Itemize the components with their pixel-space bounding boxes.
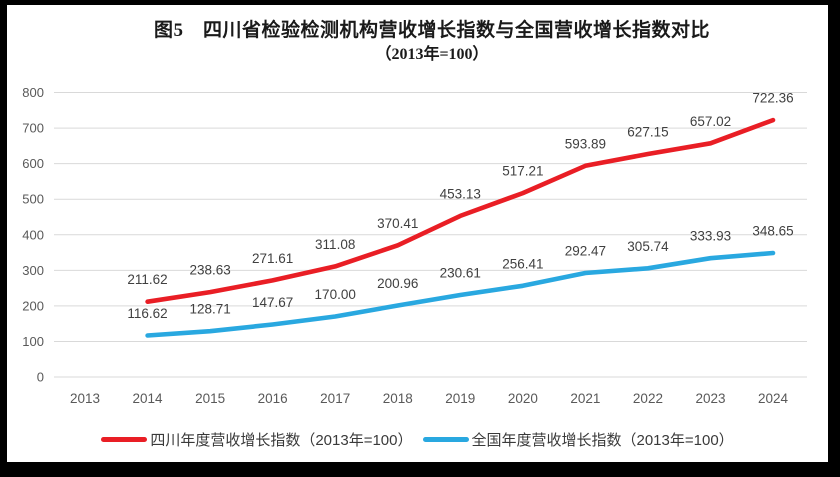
data-label-series1-2014: 116.62: [127, 306, 167, 321]
legend-label: 全国年度营收增长指数（2013年=100）: [471, 432, 734, 449]
data-label-series0-2023: 657.02: [690, 114, 731, 129]
y-axis-tick-600: 600: [22, 156, 44, 171]
chart-canvas: 图5 四川省检验检测机构营收增长指数与全国营收增长指数对比 （2013年=100…: [7, 5, 828, 462]
data-label-series0-2022: 627.15: [627, 124, 668, 139]
data-label-series1-2020: 256.41: [502, 256, 543, 271]
y-axis-tick-700: 700: [22, 121, 44, 136]
y-axis-tick-200: 200: [22, 298, 44, 313]
data-label-series1-2023: 333.93: [690, 229, 731, 244]
chart-title: 图5 四川省检验检测机构营收增长指数与全国营收增长指数对比 （2013年=100…: [47, 18, 817, 66]
data-label-series0-2021: 593.89: [565, 136, 606, 151]
y-axis-tick-500: 500: [22, 192, 44, 207]
y-axis-tick-400: 400: [22, 227, 44, 242]
data-label-series0-2024: 722.36: [752, 91, 793, 106]
x-axis-tick-2014: 2014: [133, 391, 164, 406]
data-label-series0-2014: 211.62: [127, 272, 167, 287]
data-label-series1-2021: 292.47: [565, 243, 606, 258]
legend-item-0: 四川年度营收增长指数（2013年=100）: [101, 429, 413, 450]
chart-title-line1: 图5 四川省检验检测机构营收增长指数与全国营收增长指数对比: [153, 20, 710, 41]
legend-swatch-icon: [101, 437, 148, 442]
data-label-series1-2022: 305.74: [627, 239, 669, 254]
x-axis-tick-2024: 2024: [758, 391, 789, 406]
x-axis-tick-2021: 2021: [570, 391, 600, 406]
legend-item-1: 全国年度营收增长指数（2013年=100）: [422, 429, 734, 450]
data-label-series0-2016: 271.61: [252, 251, 293, 266]
data-label-series1-2018: 200.96: [377, 276, 418, 291]
x-axis-tick-2015: 2015: [195, 391, 225, 406]
x-axis-tick-2013: 2013: [70, 391, 100, 406]
x-axis-tick-2017: 2017: [320, 391, 350, 406]
data-label-series0-2018: 370.41: [377, 216, 418, 231]
x-axis-tick-2016: 2016: [258, 391, 288, 406]
y-axis-tick-100: 100: [22, 334, 44, 349]
data-label-series1-2024: 348.65: [752, 224, 793, 239]
x-axis-tick-2022: 2022: [633, 391, 663, 406]
series-line-1: [145, 250, 776, 338]
x-axis-tick-2018: 2018: [383, 391, 413, 406]
data-label-series1-2016: 147.67: [252, 295, 293, 310]
y-axis-tick-0: 0: [37, 370, 44, 385]
x-axis-tick-2020: 2020: [508, 391, 538, 406]
chart-title-line2: （2013年=100）: [375, 46, 489, 63]
x-axis-tick-2019: 2019: [445, 391, 475, 406]
chart-legend: 四川年度营收增长指数（2013年=100） 全国年度营收增长指数（2013年=10…: [7, 429, 828, 450]
data-label-series1-2015: 128.71: [189, 302, 230, 317]
legend-label: 四川年度营收增长指数（2013年=100）: [150, 432, 413, 449]
data-label-series0-2017: 311.08: [315, 237, 355, 252]
data-label-series0-2019: 453.13: [440, 186, 481, 201]
data-label-series0-2015: 238.63: [189, 263, 230, 278]
y-axis-tick-800: 800: [22, 85, 44, 100]
y-axis-tick-300: 300: [22, 263, 44, 278]
legend-swatch-icon: [422, 437, 469, 442]
data-label-series0-2020: 517.21: [502, 164, 543, 179]
data-label-series1-2017: 170.00: [315, 287, 356, 302]
data-label-series1-2019: 230.61: [440, 265, 481, 280]
x-axis-tick-2023: 2023: [695, 391, 725, 406]
series-line-0: [145, 117, 776, 305]
